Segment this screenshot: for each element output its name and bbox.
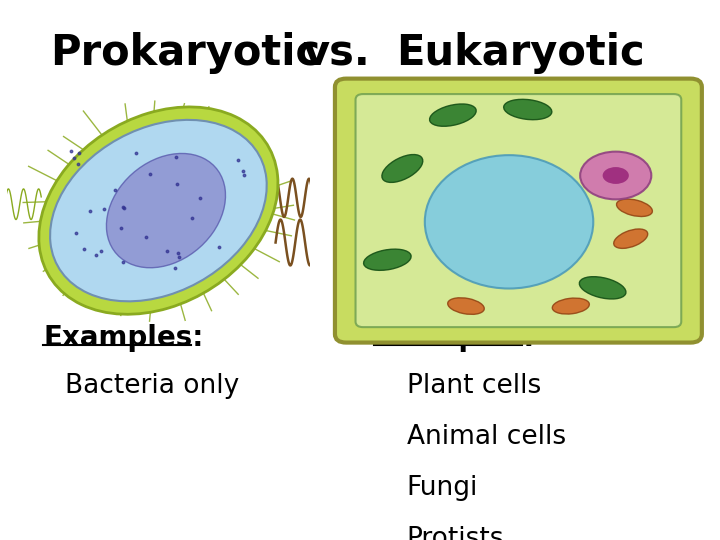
- Ellipse shape: [552, 298, 590, 314]
- Text: Fungi: Fungi: [407, 475, 478, 501]
- Text: Examples:: Examples:: [374, 324, 535, 352]
- Ellipse shape: [107, 153, 225, 268]
- Text: Protists: Protists: [407, 526, 504, 540]
- Ellipse shape: [580, 152, 652, 199]
- Ellipse shape: [364, 249, 411, 271]
- Text: Prokaryotic: Prokaryotic: [50, 32, 320, 75]
- Text: Examples:: Examples:: [43, 324, 204, 352]
- Text: Animal cells: Animal cells: [407, 424, 566, 450]
- Ellipse shape: [603, 167, 629, 184]
- Text: Eukaryotic: Eukaryotic: [396, 32, 644, 75]
- Ellipse shape: [616, 199, 652, 217]
- Ellipse shape: [39, 107, 278, 314]
- Ellipse shape: [430, 104, 476, 126]
- Ellipse shape: [50, 120, 266, 301]
- Ellipse shape: [580, 276, 626, 299]
- Ellipse shape: [382, 154, 423, 183]
- Text: Bacteria only: Bacteria only: [65, 373, 239, 399]
- FancyBboxPatch shape: [335, 79, 702, 342]
- Text: Plant cells: Plant cells: [407, 373, 541, 399]
- FancyBboxPatch shape: [356, 94, 681, 327]
- Ellipse shape: [425, 155, 593, 288]
- Ellipse shape: [448, 298, 485, 314]
- Ellipse shape: [504, 99, 552, 120]
- Text: vs.: vs.: [302, 32, 370, 75]
- Ellipse shape: [613, 229, 648, 248]
